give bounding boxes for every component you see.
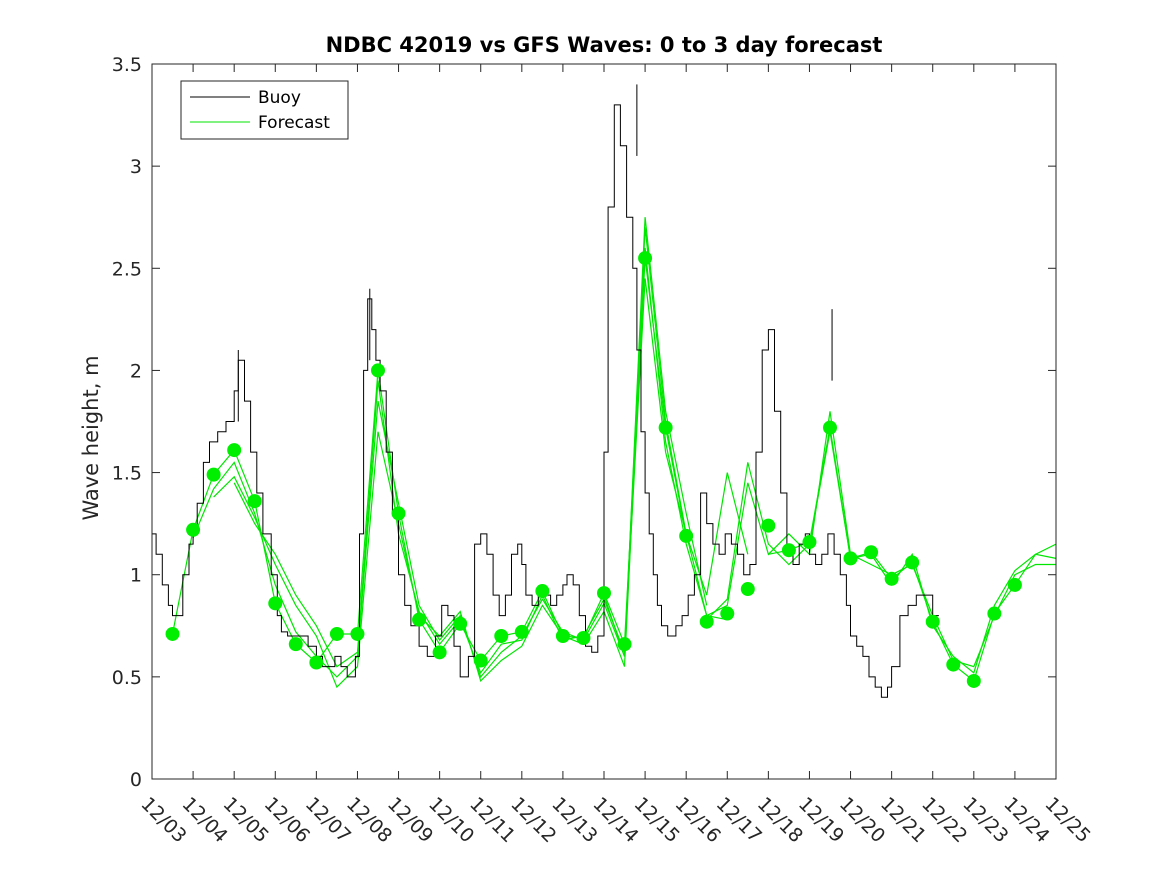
legend: Buoy Forecast	[180, 80, 349, 140]
forecast-marker	[925, 614, 940, 629]
y-tick-label: 2.5	[112, 258, 142, 280]
forecast-marker	[206, 467, 221, 482]
forecast-marker	[535, 584, 550, 599]
forecast-marker	[576, 631, 591, 646]
forecast-marker	[1007, 577, 1022, 592]
buoy-line	[152, 104, 939, 698]
forecast-marker	[268, 596, 283, 611]
forecast-marker	[781, 543, 796, 558]
forecast-marker	[740, 582, 755, 597]
forecast-marker	[617, 637, 632, 652]
forecast-marker	[412, 612, 427, 627]
forecast-marker	[679, 528, 694, 543]
forecast-marker	[494, 629, 509, 643]
forecast-marker	[638, 251, 653, 266]
forecast-marker	[761, 518, 776, 533]
forecast-marker	[597, 586, 611, 601]
forecast-marker	[247, 494, 262, 509]
y-tick-label: 3.5	[112, 54, 142, 76]
forecast-marker	[329, 626, 344, 641]
legend-box	[180, 80, 349, 140]
forecast-marker	[823, 420, 837, 435]
forecast-marker	[432, 645, 447, 660]
forecast-marker	[186, 522, 201, 537]
y-tick-label: 0	[130, 769, 142, 791]
forecast-marker	[514, 624, 529, 639]
y-axis-label: Wave height, m	[79, 355, 103, 520]
forecast-marker	[720, 606, 735, 621]
y-tick-label: 3	[130, 156, 142, 178]
plot-markers	[165, 251, 1022, 688]
forecast-marker	[966, 673, 981, 688]
y-tick-label: 2	[130, 360, 142, 382]
chart-title: NDBC 42019 vs GFS Waves: 0 to 3 day fore…	[326, 33, 883, 57]
forecast-marker	[987, 606, 1002, 621]
y-tick-label: 1	[130, 565, 142, 587]
forecast-marker	[699, 614, 714, 629]
forecast-marker	[905, 555, 920, 570]
forecast-marker	[884, 571, 899, 586]
legend-label-buoy: Buoy	[258, 88, 301, 108]
forecast-marker	[350, 626, 365, 641]
forecast-line	[171, 258, 687, 664]
forecast-marker	[802, 535, 817, 550]
forecast-marker	[453, 616, 468, 631]
legend-label-forecast: Forecast	[258, 113, 330, 133]
forecast-marker	[391, 506, 406, 521]
y-tick-label: 0.5	[112, 667, 142, 689]
forecast-marker	[555, 629, 570, 643]
forecast-marker	[864, 545, 879, 560]
forecast-marker	[658, 420, 673, 435]
forecast-marker	[165, 626, 180, 641]
forecast-marker	[309, 655, 324, 670]
y-axis: 0 0.5 1 1.5 2 2.5 3 3.5	[112, 54, 1056, 791]
forecast-marker	[288, 637, 303, 652]
forecast-marker	[227, 443, 242, 458]
y-tick-label: 1.5	[112, 463, 142, 485]
forecast-marker	[946, 657, 961, 672]
forecast-marker	[371, 363, 385, 378]
forecast-marker	[473, 653, 488, 668]
forecast-marker	[843, 551, 858, 566]
